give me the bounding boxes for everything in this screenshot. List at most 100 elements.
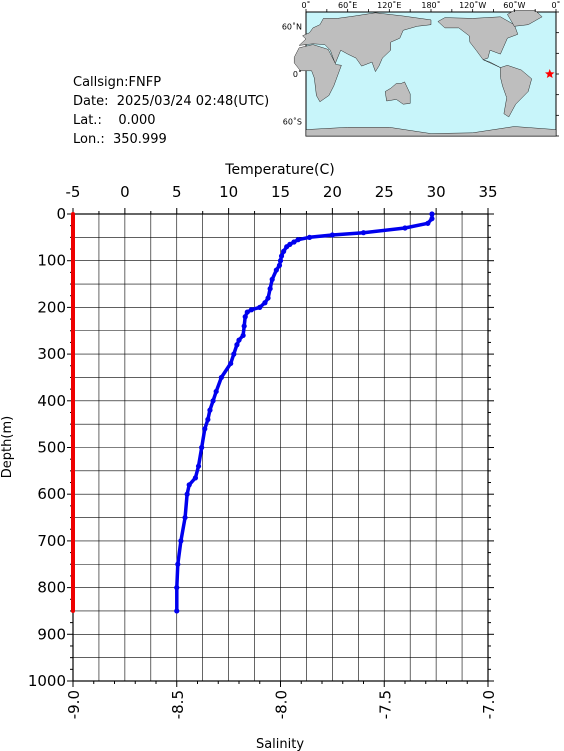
map-longitude-label: 60˚E (338, 0, 357, 10)
map-landmass (305, 126, 557, 137)
temperature-point (306, 234, 313, 240)
temperature-point (175, 561, 181, 567)
map-latitude-label: 60˚N (282, 21, 302, 31)
longitude-text: Lon.: 350.999 (73, 132, 167, 147)
temperature-point (262, 300, 268, 306)
temperature-tick-label: 10 (219, 183, 238, 201)
salinity-tick-label: -8.5 (169, 690, 187, 719)
temperature-point (210, 398, 216, 404)
plot-area: -5 0 5 10 15 20 25 30 35010020030040050060070080… (0, 162, 498, 751)
latitude-text: Lat.: 0.000 (73, 113, 156, 128)
depth-tick-label: 600 (37, 485, 66, 503)
depth-tick-label: 100 (37, 252, 66, 270)
temperature-point (360, 230, 367, 236)
temperature-point (269, 276, 275, 282)
map-longitude-label: 0˚ (551, 0, 560, 10)
salinity-tick-label: -8.0 (273, 690, 291, 719)
temperature-point (174, 608, 180, 614)
temperature-point (207, 407, 213, 413)
data-series (71, 211, 435, 614)
map-longitude-label: 180˚ (421, 0, 440, 10)
temperature-point (218, 374, 224, 381)
temperature-axis-label: Temperature(C) (224, 162, 334, 178)
depth-tick-label: 0 (56, 205, 66, 223)
temperature-point (284, 244, 290, 250)
map-longitude-label: 0˚ (301, 0, 310, 10)
temperature-tick-label: 20 (323, 183, 342, 201)
map-landmass (298, 12, 432, 73)
temperature-point (429, 211, 435, 217)
temperature-tick-label: 30 (427, 183, 446, 201)
temperature-point (182, 514, 188, 521)
temperature-point (205, 416, 211, 423)
temperature-point (295, 237, 301, 243)
temperature-tick-label: -5 (66, 183, 81, 201)
temperature-point (281, 248, 287, 254)
temperature-point (178, 538, 184, 544)
station-info: Callsign:FNFP Date: 2025/03/24 02:48(UTC… (73, 73, 269, 149)
temperature-point (265, 295, 271, 301)
map-latitude-label: 0˚ (293, 69, 302, 79)
station-marker-star (545, 69, 555, 78)
temperature-point (329, 232, 335, 238)
temperature-tick-label: 35 (478, 183, 497, 201)
temperature-point (429, 216, 435, 222)
temperature-point (242, 314, 248, 320)
location-map: 0˚ 60˚E 120˚E 180˚ 120˚W 60˚W 0˚ 60˚N 0˚ 60˚S (282, 0, 561, 137)
salinity-tick-label: -7.0 (480, 690, 498, 719)
temperature-point (241, 323, 247, 329)
map-longitude-label: 120˚W (459, 0, 486, 10)
salinity-tick-label: -7.5 (376, 690, 394, 719)
temperature-point (240, 332, 246, 339)
temperature-point (213, 388, 219, 395)
depth-tick-label: 200 (37, 298, 66, 316)
temperature-point (199, 444, 205, 451)
axis-tick-labels: -5 0 5 10 15 20 25 30 35010020030040050060070080… (28, 183, 498, 719)
temperature-point (276, 262, 283, 268)
map-longitude-label: 120˚E (377, 0, 401, 10)
callsign-text: Callsign:FNFP (73, 75, 162, 90)
salinity-tick-label: -9.0 (65, 690, 83, 719)
temperature-point (244, 309, 250, 315)
depth-tick-label: 500 (37, 439, 66, 457)
depth-tick-label: 300 (37, 345, 66, 363)
temperature-point (236, 337, 242, 343)
temperature-point (278, 253, 285, 259)
station-marker (545, 69, 555, 78)
temperature-tick-label: 25 (375, 183, 394, 201)
depth-tick-label: 1000 (28, 672, 66, 690)
temperature-tick-label: 15 (271, 183, 290, 201)
temperature-point (195, 463, 202, 469)
map-longitude-label: 60˚W (503, 0, 525, 10)
map-landmass (500, 65, 532, 118)
temperature-point (273, 267, 279, 273)
depth-tick-label: 900 (37, 625, 66, 643)
date-text: Date: 2025/03/24 02:48(UTC) (73, 94, 270, 109)
temperature-point (192, 475, 199, 481)
temperature-point (234, 342, 240, 348)
temperature-point (228, 360, 234, 367)
temperature-point (277, 258, 284, 264)
map-land (294, 10, 557, 137)
temperature-tick-label: 5 (172, 183, 182, 201)
temperature-point (174, 585, 180, 591)
depth-axis-label: Depth(m) (0, 416, 15, 478)
depth-tick-label: 400 (37, 392, 66, 410)
grid-lines (72, 213, 489, 682)
temperature-point (267, 286, 273, 292)
depth-tick-label: 700 (37, 532, 66, 550)
temperature-point (231, 351, 237, 357)
temperature-point (248, 307, 255, 313)
map-labels: 0˚ 60˚E 120˚E 180˚ 120˚W 60˚W 0˚ 60˚N 0˚ 60˚S (282, 0, 561, 127)
temperature-point (184, 491, 190, 497)
depth-tick-label: 800 (37, 579, 66, 597)
map-frame-ticks (305, 9, 559, 137)
map-landmass (384, 81, 411, 105)
temperature-point (425, 220, 431, 226)
temperature-tick-label: 0 (120, 183, 130, 201)
temperature-point (186, 482, 192, 488)
salinity-axis-label: Salinity (256, 737, 304, 751)
map-landmass (437, 16, 519, 68)
temperature-point (291, 239, 297, 245)
